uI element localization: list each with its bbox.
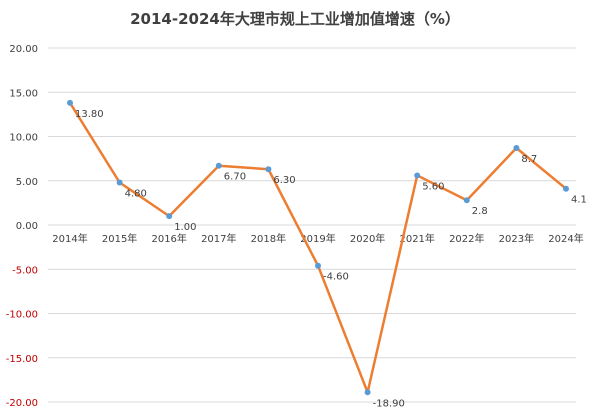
- y-tick-label: 0.00: [16, 221, 38, 232]
- data-label: -18.90: [373, 398, 405, 409]
- y-tick-label: 20.00: [9, 44, 38, 55]
- x-tick-label: 2014年: [52, 232, 87, 245]
- y-tick-label: 10.00: [9, 133, 38, 144]
- x-tick-label: 2017年: [201, 232, 236, 245]
- y-axis-ticks: 20.00 15.00 10.00 5.00 0.00 -5.00 -10.00 -15.00…: [6, 44, 38, 409]
- gridlines: [48, 47, 576, 403]
- data-label: 4.1: [571, 195, 587, 206]
- x-tick-label: 2019年: [300, 232, 335, 245]
- series-line: [68, 102, 567, 394]
- data-point: [116, 179, 123, 186]
- data-point: [414, 172, 421, 179]
- y-tick-label: 5.00: [16, 177, 38, 188]
- data-label: 8.7: [521, 154, 537, 165]
- x-tick-label: 2022年: [449, 232, 484, 245]
- x-tick-label: 2015年: [102, 232, 137, 245]
- data-labels: 13.80 4.80 1.00 6.70 6.30 -4.60 -18.90 5.60 2.8 8…: [75, 109, 587, 409]
- data-point: [364, 389, 371, 396]
- data-point: [315, 262, 321, 269]
- data-point: [513, 145, 520, 152]
- chart-title: 2014-2024年大理市规上工业增加值增速（%）: [130, 10, 460, 28]
- data-label: 13.80: [75, 109, 104, 120]
- x-tick-label: 2018年: [251, 232, 286, 245]
- x-tick-label: 2016年: [151, 232, 186, 245]
- x-tick-label: 2024年: [548, 232, 583, 245]
- y-tick-label: -10.00: [6, 310, 38, 321]
- data-point: [463, 197, 470, 204]
- data-label: -4.60: [323, 272, 349, 283]
- y-tick-label: -5.00: [12, 265, 38, 276]
- data-label: 5.60: [422, 181, 444, 192]
- data-label: 2.8: [472, 206, 488, 217]
- y-tick-label: 15.00: [9, 88, 38, 99]
- data-point: [563, 185, 569, 192]
- series-layer: [67, 99, 569, 396]
- x-tick-label: 2021年: [399, 232, 434, 245]
- data-label: 4.80: [125, 189, 147, 200]
- x-axis-ticks: 2014年 2015年 2016年 2017年 2018年 2019年 2020年 2021年…: [52, 232, 583, 245]
- x-tick-label: 2023年: [499, 232, 534, 245]
- y-tick-label: -15.00: [6, 354, 38, 365]
- y-tick-label: -20.00: [6, 398, 38, 409]
- data-point: [215, 162, 222, 169]
- data-point: [67, 99, 73, 106]
- data-point: [166, 213, 173, 220]
- data-label: 6.70: [224, 172, 246, 183]
- x-tick-label: 2020年: [350, 232, 385, 245]
- data-label: 1.00: [174, 222, 196, 233]
- data-label: 6.30: [273, 175, 295, 186]
- data-point: [265, 166, 272, 173]
